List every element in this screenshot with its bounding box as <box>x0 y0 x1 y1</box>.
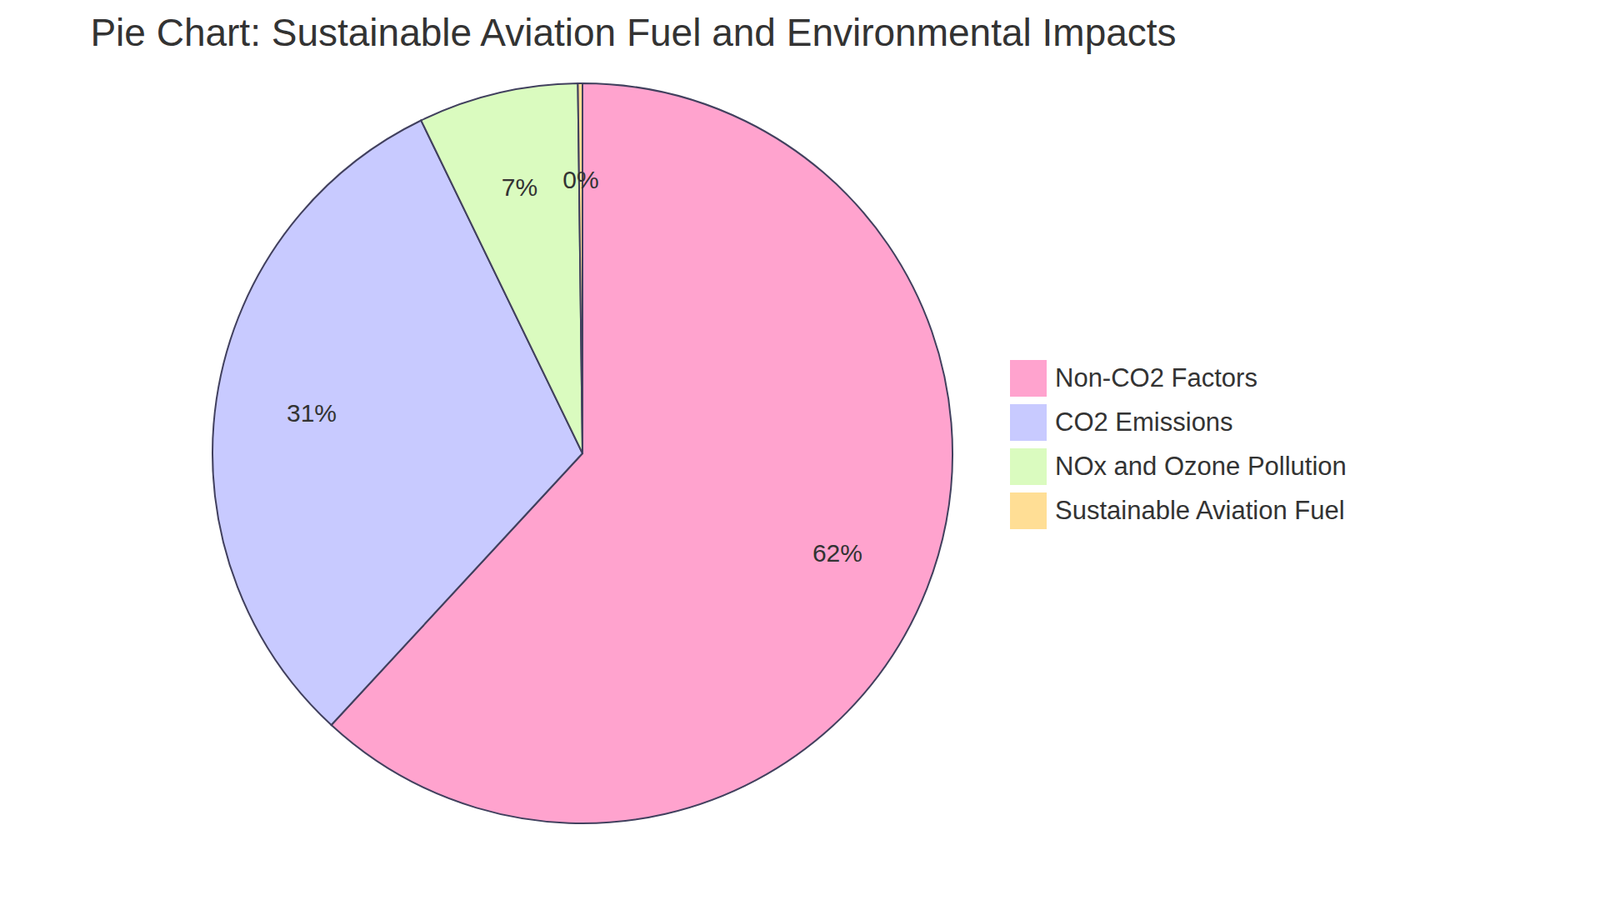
svg-text:7%: 7% <box>501 173 538 201</box>
html-text:Sustainable Aviation Fuel: Sustainable Aviation Fuel <box>1055 495 1345 525</box>
html-text:Non-CO2 Factors: Non-CO2 Factors <box>1055 363 1258 393</box>
html-text:CO2 Emissions: CO2 Emissions <box>1055 407 1233 437</box>
svg-text:62%: 62% <box>812 539 863 567</box>
html-text:Pie Chart: Sustainable Aviatio: Pie Chart: Sustainable Aviation Fuel and… <box>90 10 1177 55</box>
svg-text:31%: 31% <box>286 399 337 427</box>
html-text:NOx and Ozone Pollution: NOx and Ozone Pollution <box>1055 451 1347 481</box>
svg-text:0%: 0% <box>562 165 599 194</box>
